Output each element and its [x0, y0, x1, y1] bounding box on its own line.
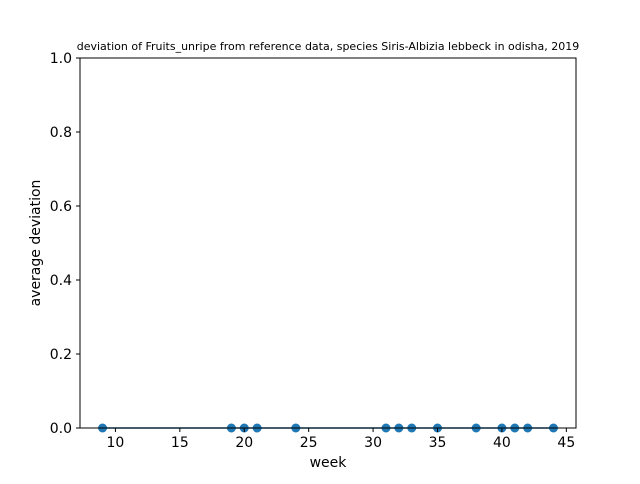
x-tick-label: 10 [107, 435, 125, 451]
y-axis-label: average deviation [28, 180, 44, 307]
x-tick-label: 45 [557, 435, 575, 451]
x-tick-label: 40 [493, 435, 511, 451]
x-tick-label: 20 [235, 435, 253, 451]
y-tick-label: 1.0 [50, 51, 72, 67]
chart-title: deviation of Fruits_unripe from referenc… [77, 40, 580, 53]
tick-layer: 10 15 20 25 30 35 40 45 0.0 0.2 0.4 0.6 0.8 1.0 [50, 51, 576, 451]
y-tick-label: 0.8 [50, 125, 72, 141]
x-axis-label: week [310, 455, 348, 471]
y-tick-label: 0.4 [50, 273, 72, 289]
x-tick-label: 35 [429, 435, 447, 451]
y-tick-label: 0.0 [50, 421, 72, 437]
y-tick-label: 0.2 [50, 347, 72, 363]
plot-area [80, 58, 576, 428]
plot-frame [79, 57, 577, 429]
x-tick-label: 30 [364, 435, 382, 451]
y-tick-label: 0.6 [50, 199, 72, 215]
x-tick-label: 25 [300, 435, 318, 451]
x-tick-label: 15 [171, 435, 189, 451]
